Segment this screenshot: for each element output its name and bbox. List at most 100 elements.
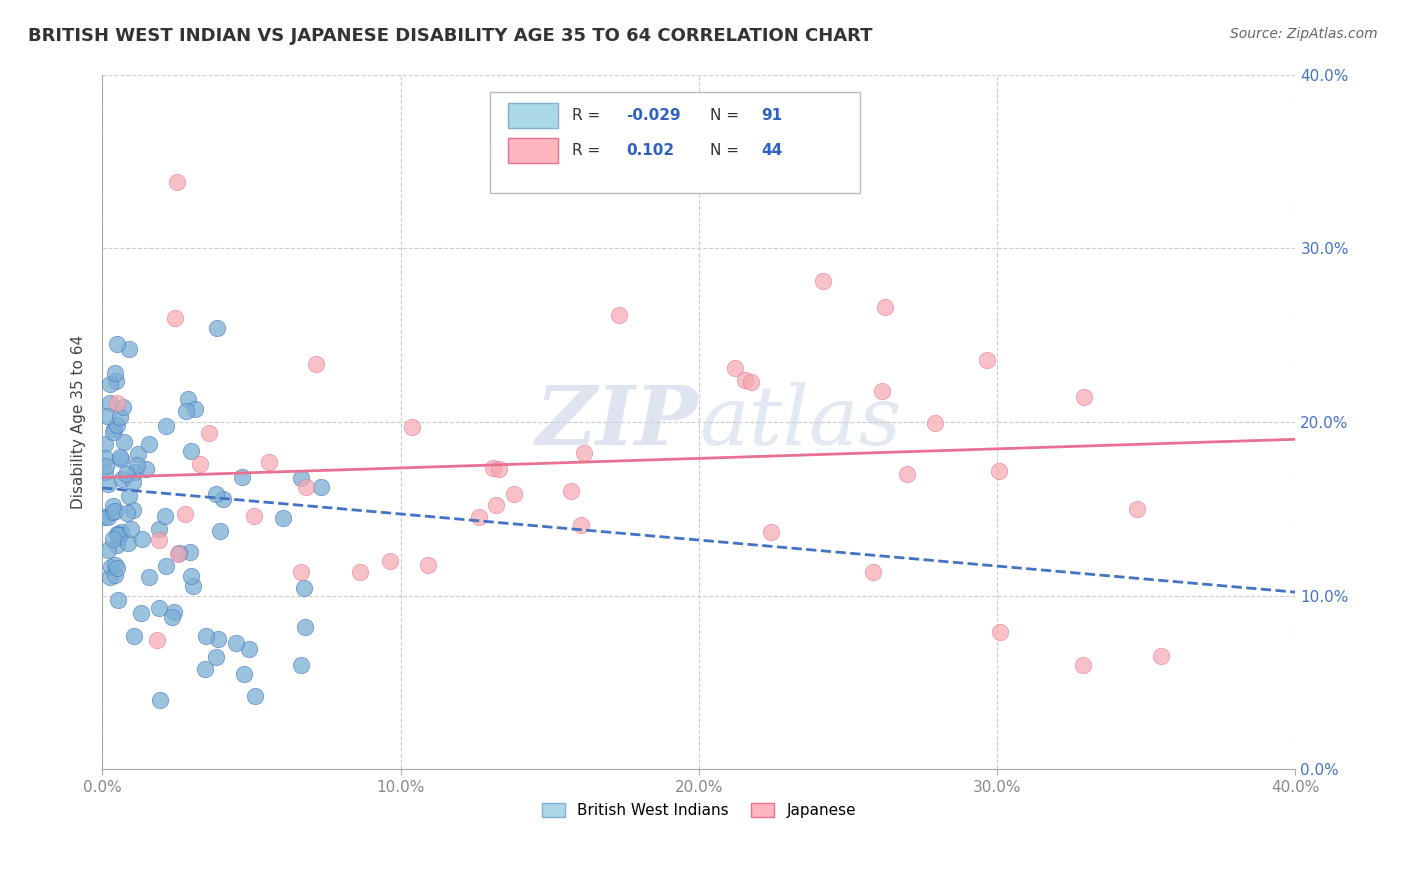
Point [207, 632, 229, 646]
Point [94, 465, 117, 479]
Point [349, 565, 371, 579]
Point [560, 483, 582, 498]
Point [104, 504, 127, 518]
Point [896, 467, 918, 481]
Point [179, 545, 201, 559]
Point [160, 609, 183, 624]
Text: N =: N = [710, 108, 744, 123]
Point [104, 374, 127, 388]
Point [105, 395, 128, 409]
Point [503, 487, 526, 501]
Point [98, 376, 121, 391]
Point [180, 444, 202, 458]
Point [97, 509, 120, 524]
Point [416, 558, 439, 572]
Point [105, 561, 128, 575]
Legend: British West Indians, Japanese: British West Indians, Japanese [536, 797, 862, 824]
Point [870, 384, 893, 398]
Point [401, 420, 423, 434]
Point [295, 480, 318, 494]
FancyBboxPatch shape [508, 137, 558, 162]
Point [238, 642, 260, 657]
Point [94, 436, 117, 450]
Point [294, 619, 316, 633]
Point [108, 409, 131, 424]
Point [294, 581, 316, 595]
Point [183, 401, 205, 416]
Point [148, 522, 170, 536]
Point [231, 470, 253, 484]
Point [94, 459, 117, 474]
Point [117, 535, 139, 549]
Point [124, 465, 146, 479]
Point [1073, 390, 1095, 404]
Point [305, 357, 328, 371]
Point [94, 451, 117, 466]
Point [290, 471, 312, 485]
Point [155, 508, 177, 523]
Point [309, 480, 332, 494]
Point [259, 455, 281, 469]
Point [148, 693, 170, 707]
Point [94, 510, 117, 524]
Text: 0.102: 0.102 [626, 143, 673, 158]
Point [194, 629, 217, 643]
Point [124, 630, 146, 644]
Point [103, 422, 125, 436]
Point [118, 342, 141, 356]
Point [138, 437, 160, 451]
Point [97, 477, 120, 491]
Point [233, 666, 256, 681]
Point [101, 532, 124, 546]
Text: BRITISH WEST INDIAN VS JAPANESE DISABILITY AGE 35 TO 64 CORRELATION CHART: BRITISH WEST INDIAN VS JAPANESE DISABILI… [28, 27, 873, 45]
Point [811, 274, 834, 288]
Point [290, 566, 312, 580]
Point [163, 310, 186, 325]
Point [148, 533, 170, 547]
Text: atlas: atlas [699, 382, 901, 462]
Point [862, 565, 884, 579]
Point [107, 526, 129, 541]
FancyBboxPatch shape [508, 103, 558, 128]
Y-axis label: Disability Age 35 to 64: Disability Age 35 to 64 [72, 334, 86, 509]
Point [166, 175, 188, 189]
Text: N =: N = [710, 143, 744, 158]
Text: Source: ZipAtlas.com: Source: ZipAtlas.com [1230, 27, 1378, 41]
Point [167, 547, 190, 561]
Point [107, 528, 129, 542]
Text: 44: 44 [761, 143, 782, 158]
Point [120, 522, 142, 536]
Text: R =: R = [572, 108, 606, 123]
Point [245, 690, 267, 704]
Point [105, 526, 128, 541]
Point [194, 662, 217, 676]
Point [485, 498, 508, 512]
Point [1150, 649, 1173, 664]
Text: 91: 91 [761, 108, 782, 123]
Point [188, 457, 211, 471]
Point [129, 606, 152, 620]
Point [1126, 501, 1149, 516]
Point [103, 505, 125, 519]
Point [131, 532, 153, 546]
Point [100, 560, 122, 574]
Point [111, 401, 134, 415]
Point [180, 568, 202, 582]
Point [488, 462, 510, 476]
Point [1071, 658, 1094, 673]
Text: -0.029: -0.029 [626, 108, 681, 123]
Point [97, 542, 120, 557]
Point [208, 524, 231, 538]
Point [482, 461, 505, 475]
Point [104, 568, 127, 582]
Point [177, 392, 200, 406]
Point [198, 425, 221, 440]
Point [112, 435, 135, 450]
Point [924, 417, 946, 431]
Point [122, 503, 145, 517]
Point [127, 447, 149, 461]
Point [734, 373, 756, 387]
Point [204, 650, 226, 665]
Point [115, 467, 138, 482]
Point [98, 396, 121, 410]
